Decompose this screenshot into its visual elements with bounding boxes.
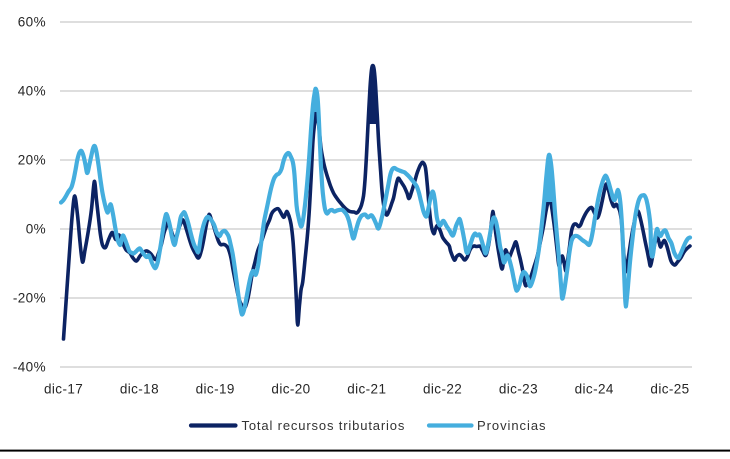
svg-text:dic-23: dic-23 (499, 382, 538, 397)
svg-text:-40%: -40% (13, 360, 46, 375)
svg-text:Provincias: Provincias (477, 418, 546, 433)
svg-text:40%: 40% (18, 84, 46, 99)
svg-text:dic-19: dic-19 (196, 382, 235, 397)
svg-text:dic-20: dic-20 (271, 382, 310, 397)
svg-text:dic-24: dic-24 (575, 382, 614, 397)
svg-text:-20%: -20% (13, 291, 46, 306)
svg-text:dic-25: dic-25 (650, 382, 689, 397)
svg-text:Total recursos tributarios: Total recursos tributarios (242, 418, 406, 433)
svg-text:0%: 0% (26, 222, 46, 237)
svg-text:20%: 20% (18, 153, 46, 168)
svg-text:dic-22: dic-22 (423, 382, 462, 397)
svg-text:dic-21: dic-21 (347, 382, 386, 397)
svg-text:60%: 60% (18, 15, 46, 30)
svg-text:dic-17: dic-17 (44, 382, 83, 397)
svg-text:dic-18: dic-18 (120, 382, 159, 397)
